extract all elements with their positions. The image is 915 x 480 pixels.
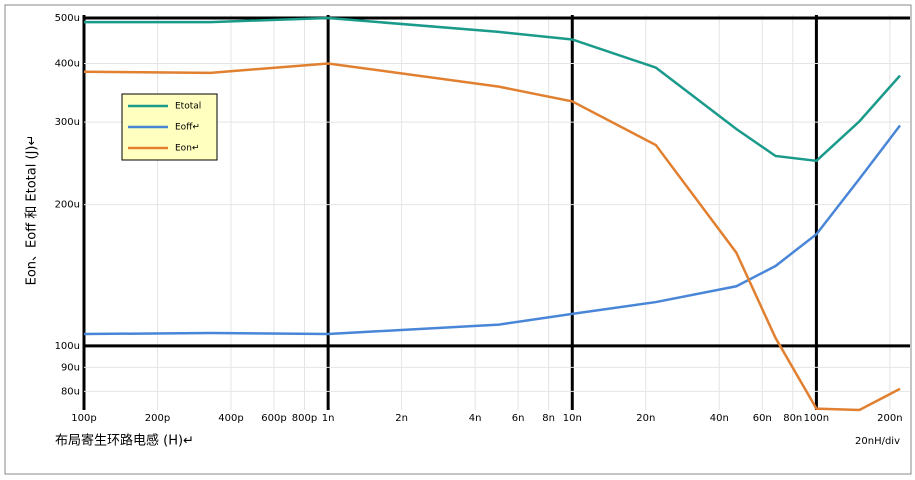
legend-label: Eon↵ bbox=[175, 144, 199, 154]
y-tick-label: 300u bbox=[55, 117, 80, 128]
series-line bbox=[83, 124, 901, 336]
annotation: 20nH/div bbox=[855, 436, 900, 447]
x-tick-label: 800p bbox=[292, 413, 317, 424]
x-tick-label: 60n bbox=[753, 413, 772, 424]
x-tick-label: 8n bbox=[542, 413, 555, 424]
legend: Etotal Eoff↵ Eon↵ bbox=[121, 93, 218, 161]
x-tick-label: 2n bbox=[395, 413, 408, 424]
y-tick-label: 400u bbox=[55, 58, 80, 69]
y-tick-label: 200u bbox=[55, 200, 80, 211]
y-axis-title: Eon、Eoff 和 Etotal (J)↵ bbox=[25, 135, 40, 286]
series-line bbox=[84, 16, 901, 163]
grid bbox=[82, 15, 910, 410]
x-tick-label: 100p bbox=[71, 413, 96, 424]
x-tick-label: 200p bbox=[145, 413, 170, 424]
x-tick-label: 100n bbox=[804, 413, 829, 424]
x-tick-label: 200n bbox=[877, 413, 902, 424]
frame bbox=[4, 4, 912, 475]
x-tick-label: 80n bbox=[783, 413, 802, 424]
x-tick-label: 400p bbox=[218, 413, 243, 424]
y-tick-label: 500u bbox=[55, 13, 80, 24]
legend-label: Etotal bbox=[175, 102, 201, 112]
x-tick-label: 6n bbox=[512, 413, 525, 424]
x-tick-label: 600p bbox=[261, 413, 286, 424]
legend-label: Eoff↵ bbox=[175, 123, 200, 133]
y-tick-label: 80u bbox=[61, 386, 80, 397]
x-tick-label: 1n bbox=[322, 413, 335, 424]
x-axis-title: 布局寄生环路电感 (H)↵ bbox=[55, 433, 194, 449]
y-tick-label: 90u bbox=[61, 362, 80, 373]
x-tick-label: 10n bbox=[563, 413, 582, 424]
y-tick-label: 100u bbox=[55, 341, 80, 352]
x-tick-label: 4n bbox=[469, 413, 482, 424]
series-line bbox=[83, 62, 901, 412]
x-tick-label: 40n bbox=[710, 413, 729, 424]
x-tick-label: 20n bbox=[636, 413, 655, 424]
